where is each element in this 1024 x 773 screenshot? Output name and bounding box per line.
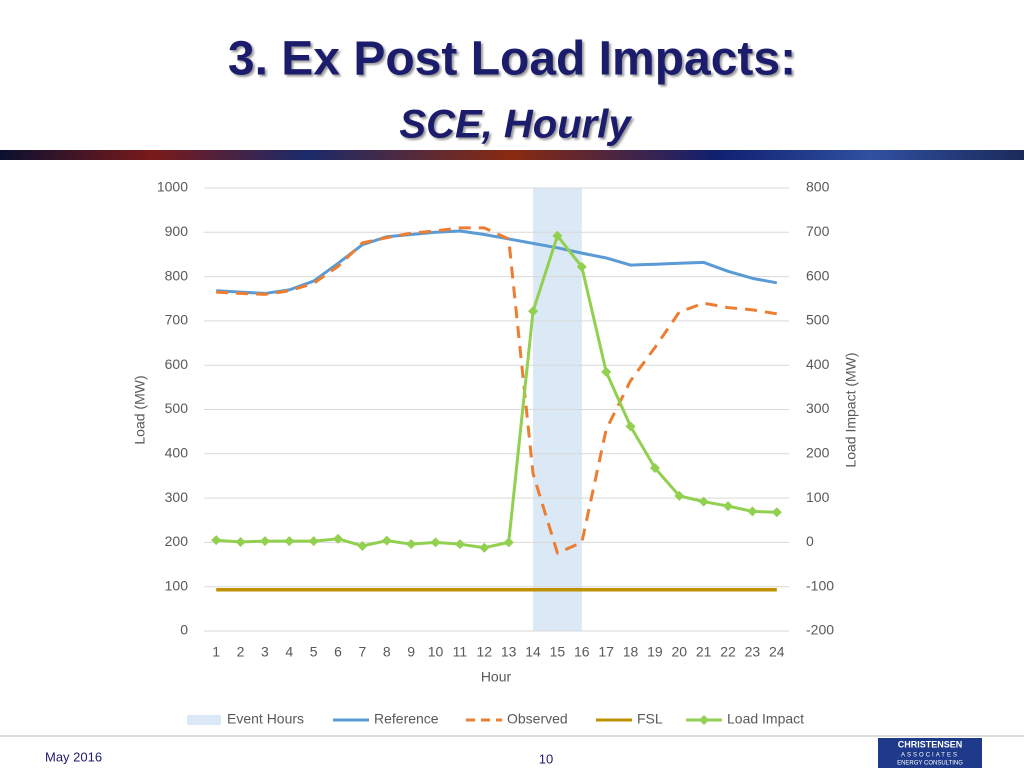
series-marker: [601, 366, 612, 377]
x-tick-label: 7: [359, 644, 367, 660]
x-tick-label: 1: [212, 644, 220, 660]
slide-subtitle: SCE, Hourly: [399, 103, 632, 147]
y-tick-label: 600: [165, 356, 189, 372]
y2-tick-label: 200: [806, 445, 830, 461]
series-marker: [479, 542, 490, 553]
series-marker: [308, 536, 319, 547]
y2-tick-label: 0: [806, 533, 814, 549]
series-line: [216, 234, 777, 550]
y-tick-label: 800: [165, 267, 189, 283]
y-tick-label: 100: [165, 577, 189, 593]
y2-tick-label: -100: [806, 577, 834, 593]
series-marker: [649, 462, 660, 473]
x-tick-label: 18: [623, 644, 639, 660]
legend-label: Observed: [507, 711, 568, 727]
series-marker: [771, 507, 782, 518]
legend-marker: [699, 715, 709, 725]
series-marker: [552, 230, 563, 241]
series-marker: [674, 490, 685, 501]
series-marker: [259, 536, 270, 547]
y2-tick-label: 500: [806, 312, 830, 328]
series-marker: [454, 539, 465, 550]
legend-swatch: [187, 715, 221, 725]
y-tick-label: 200: [165, 533, 189, 549]
y2-tick-label: -200: [806, 622, 834, 638]
series-marker: [430, 537, 441, 548]
series-marker: [576, 261, 587, 272]
logo-text: CHRISTENSEN: [898, 739, 963, 749]
series-marker: [747, 506, 758, 517]
series-marker: [235, 536, 246, 547]
logo-text: ENERGY CONSULTING: [897, 761, 963, 767]
slide-title: 3. Ex Post Load Impacts:: [228, 33, 796, 86]
logo-text: ASSOCIATES: [901, 753, 959, 759]
series-marker: [698, 496, 709, 507]
x-tick-label: 4: [285, 644, 293, 660]
x-tick-label: 11: [453, 644, 468, 660]
x-tick-label: 20: [672, 644, 688, 660]
y-tick-label: 500: [165, 400, 189, 416]
y-tick-label: 900: [165, 223, 189, 239]
legend-label: Reference: [374, 711, 439, 727]
y2-axis-label: Load Impact (MW): [843, 352, 859, 467]
x-tick-label: 8: [383, 644, 391, 660]
logo: [878, 738, 982, 768]
legend-label: FSL: [637, 711, 663, 727]
y-tick-label: 300: [165, 489, 189, 505]
x-tick-label: 16: [574, 644, 590, 660]
x-tick-label: 6: [334, 644, 342, 660]
series-marker: [357, 540, 368, 551]
legend-label: Load Impact: [727, 711, 804, 727]
x-tick-label: 21: [696, 644, 712, 660]
series-marker: [528, 306, 539, 317]
series-marker: [625, 421, 636, 432]
footer-date: May 2016: [45, 749, 102, 764]
y2-tick-label: 300: [806, 400, 830, 416]
series-marker: [211, 535, 222, 546]
series-marker: [381, 535, 392, 546]
x-tick-label: 10: [428, 644, 444, 660]
x-tick-label: 17: [598, 644, 614, 660]
x-tick-label: 9: [407, 644, 415, 660]
x-tick-label: 19: [647, 644, 663, 660]
page-number: 10: [539, 751, 553, 766]
legend-label: Event Hours: [227, 711, 304, 727]
x-tick-label: 12: [477, 644, 493, 660]
banner-strip: [0, 150, 1024, 160]
y-tick-label: 1000: [157, 179, 188, 195]
y-tick-label: 700: [165, 312, 189, 328]
x-tick-label: 14: [525, 644, 541, 660]
y2-tick-label: 700: [806, 223, 830, 239]
series-marker: [333, 533, 344, 544]
x-tick-label: 23: [745, 644, 761, 660]
y-axis-label: Load (MW): [132, 375, 148, 444]
series-marker: [503, 537, 514, 548]
y-tick-label: 400: [165, 445, 189, 461]
x-tick-label: 2: [237, 644, 245, 660]
y-tick-label: 0: [180, 622, 188, 638]
x-tick-label: 15: [550, 644, 566, 660]
series-marker: [406, 539, 417, 550]
x-tick-label: 3: [261, 644, 269, 660]
x-tick-label: 13: [501, 644, 517, 660]
x-tick-label: 22: [720, 644, 736, 660]
series-marker: [284, 536, 295, 547]
series-line: [216, 229, 778, 295]
x-axis-label: Hour: [481, 669, 512, 685]
y2-tick-label: 100: [806, 489, 830, 505]
x-tick-label: 24: [769, 644, 785, 660]
y2-tick-label: 600: [806, 267, 830, 283]
x-tick-label: 5: [310, 644, 318, 660]
y2-tick-label: 800: [806, 179, 830, 195]
series-marker: [723, 501, 734, 512]
y2-tick-label: 400: [806, 356, 830, 372]
